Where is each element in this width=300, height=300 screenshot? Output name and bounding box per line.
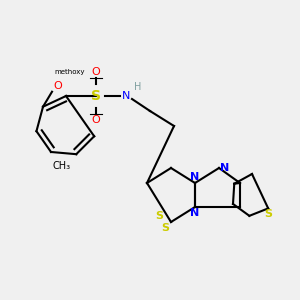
Text: S: S <box>161 223 169 233</box>
Text: N: N <box>122 91 130 101</box>
Text: S: S <box>155 211 163 221</box>
Text: S: S <box>91 89 101 103</box>
Text: methoxy: methoxy <box>55 69 85 75</box>
Text: O: O <box>92 67 100 77</box>
Text: CH₃: CH₃ <box>52 161 70 171</box>
Text: N: N <box>220 163 230 173</box>
Text: O: O <box>92 115 100 125</box>
Text: N: N <box>190 172 200 182</box>
Text: O: O <box>54 81 62 91</box>
Text: S: S <box>264 209 272 219</box>
Text: N: N <box>190 208 200 218</box>
Text: H: H <box>134 82 142 92</box>
